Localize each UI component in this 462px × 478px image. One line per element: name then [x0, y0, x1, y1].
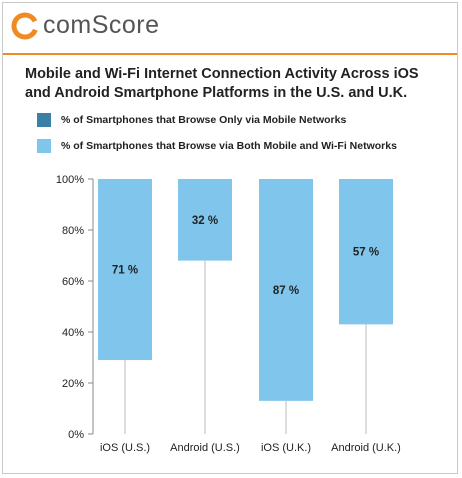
x-category-label: iOS (U.S.) — [100, 442, 150, 454]
x-category-label: Android (U.K.) — [331, 442, 401, 454]
brand-header: comScore — [3, 3, 457, 55]
legend-label-mobile-only: % of Smartphones that Browse Only via Mo… — [61, 114, 347, 126]
bar-data-label: 57 % — [353, 247, 379, 259]
chart-title: Mobile and Wi-Fi Internet Connection Act… — [25, 66, 419, 101]
bar-data-label: 32 % — [192, 215, 218, 227]
chart-card: comScore Mobile and Wi-Fi Internet Conne… — [2, 2, 458, 474]
y-tick-label: 40% — [62, 327, 84, 339]
y-tick-label: 100% — [56, 174, 84, 186]
comscore-logo-icon — [11, 12, 39, 40]
bar — [339, 179, 393, 325]
bar-chart: 0% 20% 40% 60% 80% 100% 71 % iOS (U.S.) 32 % Andr… — [56, 174, 401, 454]
y-tick-label: 80% — [62, 225, 84, 237]
y-tick-label: 60% — [62, 276, 84, 288]
y-tick-label: 20% — [62, 378, 84, 390]
y-tick-label: 0% — [68, 429, 84, 441]
bar-data-label: 87 % — [273, 285, 299, 297]
legend-swatch-mobile-only — [37, 113, 51, 127]
x-category-label: iOS (U.K.) — [261, 442, 311, 454]
bar-data-label: 71 % — [112, 265, 138, 277]
brand-logo-text: comScore — [43, 11, 160, 39]
bar — [259, 179, 313, 401]
x-category-label: Android (U.S.) — [170, 442, 240, 454]
legend-swatch-mobile-wifi — [37, 139, 51, 153]
bar — [98, 179, 152, 361]
legend-label-mobile-wifi: % of Smartphones that Browse via Both Mo… — [61, 140, 397, 152]
bar — [178, 179, 232, 261]
